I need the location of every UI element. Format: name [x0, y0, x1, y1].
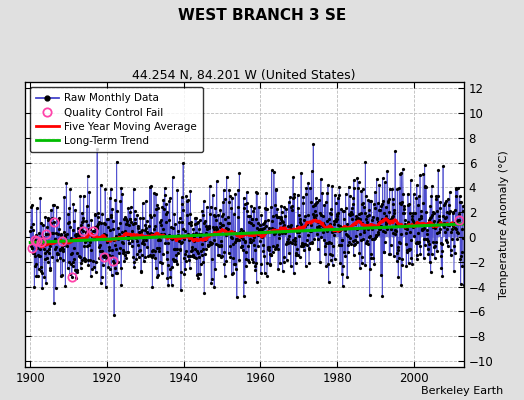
Text: Berkeley Earth: Berkeley Earth: [421, 386, 503, 396]
Title: 44.254 N, 84.201 W (United States): 44.254 N, 84.201 W (United States): [133, 69, 356, 82]
Y-axis label: Temperature Anomaly (°C): Temperature Anomaly (°C): [499, 150, 509, 299]
Text: WEST BRANCH 3 SE: WEST BRANCH 3 SE: [178, 8, 346, 23]
Legend: Raw Monthly Data, Quality Control Fail, Five Year Moving Average, Long-Term Tren: Raw Monthly Data, Quality Control Fail, …: [30, 87, 203, 152]
